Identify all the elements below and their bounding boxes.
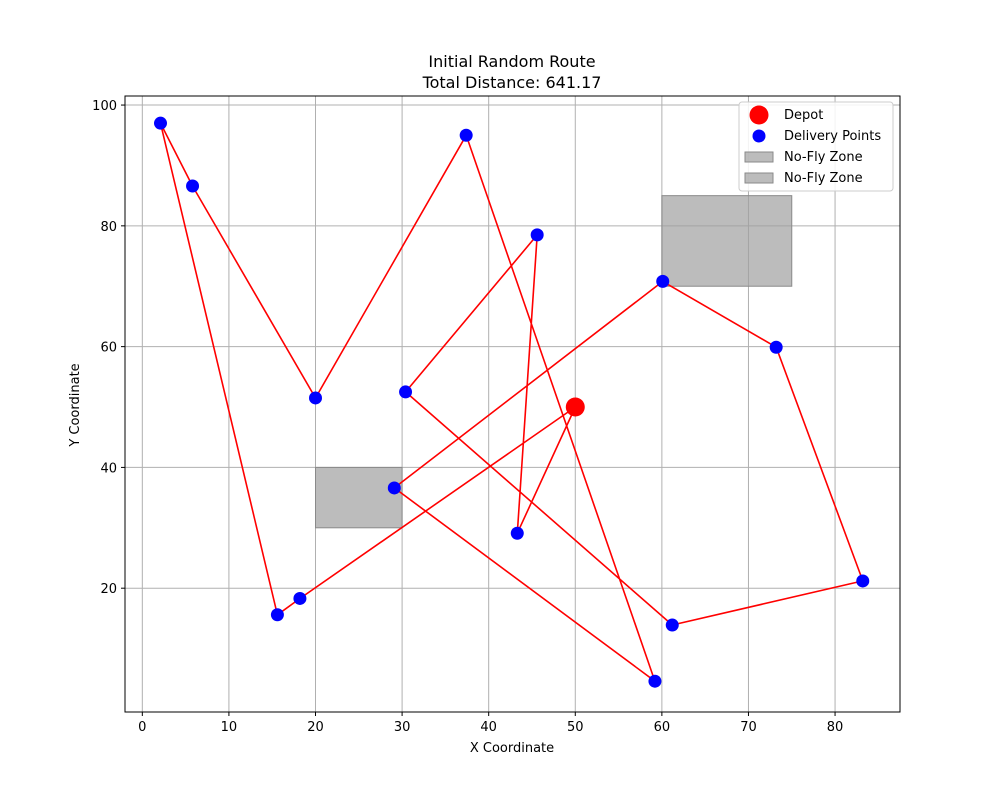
delivery-point-marker [510, 526, 524, 540]
x-tick-label: 0 [138, 720, 146, 735]
delivery-point-marker [656, 274, 670, 288]
y-tick-label: 40 [100, 461, 117, 476]
delivery-point-marker [270, 608, 284, 622]
delivery-point-marker [856, 574, 870, 588]
x-tick-label: 50 [567, 720, 584, 735]
x-tick-label: 10 [221, 720, 238, 735]
x-tick-label: 80 [827, 720, 844, 735]
x-tick-label: 20 [307, 720, 324, 735]
y-tick-label: 60 [100, 341, 117, 356]
legend-no-fly-swatch [744, 172, 774, 184]
delivery-point-marker [399, 385, 413, 399]
no-fly-zones [315, 195, 793, 529]
x-tick-label: 30 [394, 720, 411, 735]
plot-frame [124, 95, 901, 713]
delivery-point-marker [769, 340, 783, 354]
depot-marker-group [565, 397, 585, 417]
legend-no-fly-swatch [744, 151, 774, 163]
delivery-point-marker [154, 116, 168, 130]
legend: Depot Delivery Points No-Fly Zone No-Fly Zo… [738, 101, 894, 192]
depot-marker [565, 397, 585, 417]
delivery-point-marker [665, 618, 679, 632]
no-fly-zone-rect [661, 195, 793, 287]
delivery-point-marker [648, 674, 662, 688]
delivery-point-marker [186, 179, 200, 193]
y-axis-label: Y Coordinate [68, 363, 83, 447]
y-tick-label: 80 [100, 220, 117, 235]
legend-label: No-Fly Zone [784, 171, 863, 186]
y-axis-ticks: 20 40 60 80 100 [92, 99, 125, 597]
x-axis-ticks: 0 10 20 30 40 50 60 70 80 [138, 712, 843, 735]
delivery-point-marker [309, 391, 323, 405]
delivery-point-marker [459, 128, 473, 142]
no-fly-zone-rect [315, 466, 403, 529]
chart-subtitle: Total Distance: 641.17 [422, 73, 602, 92]
legend-delivery-swatch [752, 129, 766, 143]
delivery-point-marker [387, 481, 401, 495]
legend-label: Delivery Points [784, 129, 881, 144]
x-tick-label: 70 [740, 720, 757, 735]
x-axis-label: X Coordinate [470, 741, 554, 756]
chart-title: Initial Random Route [428, 52, 595, 71]
y-tick-label: 100 [92, 99, 117, 114]
y-tick-label: 20 [100, 582, 117, 597]
delivery-point-marker [530, 228, 544, 242]
legend-label: No-Fly Zone [784, 150, 863, 165]
legend-depot-swatch [749, 105, 769, 125]
x-tick-label: 40 [480, 720, 497, 735]
delivery-point-markers [154, 116, 870, 688]
delivery-point-marker [293, 591, 307, 605]
x-tick-label: 60 [654, 720, 671, 735]
legend-label: Depot [784, 108, 823, 123]
legend-box [738, 101, 894, 192]
